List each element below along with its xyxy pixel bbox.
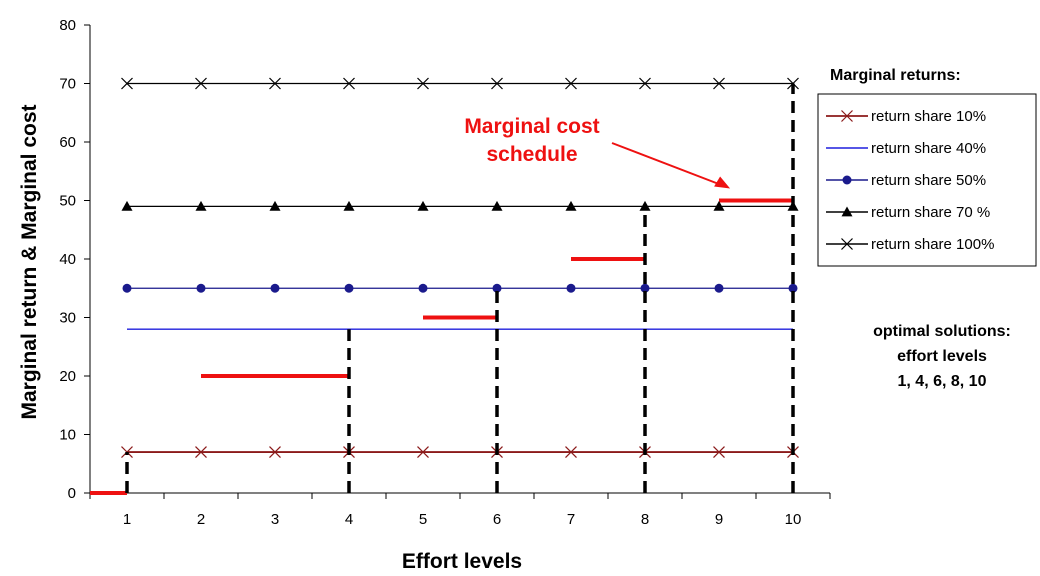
y-tick-label: 0 xyxy=(68,485,76,502)
cost-schedule-annotation: schedule xyxy=(486,143,577,166)
y-tick-label: 70 xyxy=(59,76,76,93)
data-point xyxy=(714,283,724,293)
y-tick-label: 50 xyxy=(59,193,76,210)
legend-title: Marginal returns: xyxy=(830,67,961,84)
legend-label: return share 40% xyxy=(871,140,986,157)
y-axis-title: Marginal return & Marginal cost xyxy=(18,104,41,419)
data-point xyxy=(417,446,429,458)
data-point xyxy=(713,200,725,211)
legend-label: return share 70 % xyxy=(871,204,990,221)
cost-schedule-annotation: Marginal cost xyxy=(464,115,599,138)
y-tick-label: 20 xyxy=(59,368,76,385)
data-point xyxy=(344,283,354,293)
legend-marker xyxy=(841,206,853,217)
legend-label: return share 100% xyxy=(871,236,994,253)
y-tick-label: 60 xyxy=(59,134,76,151)
arrowhead-icon xyxy=(714,176,731,189)
legend-marker xyxy=(841,238,853,250)
legend-item: return share 70 % xyxy=(826,204,990,221)
data-point xyxy=(121,200,133,211)
data-point xyxy=(418,283,428,293)
data-point xyxy=(713,77,725,90)
x-tick-label: 1 xyxy=(123,511,131,528)
x-tick-label: 3 xyxy=(271,511,279,528)
data-point xyxy=(566,283,576,293)
data-point xyxy=(343,77,355,90)
legend-item: return share 100% xyxy=(826,236,994,253)
data-point xyxy=(491,77,503,90)
legend-label: return share 10% xyxy=(871,108,986,125)
optimal-solutions-note: 1, 4, 6, 8, 10 xyxy=(898,373,987,390)
optimal-solutions-note: optimal solutions: xyxy=(873,323,1011,340)
x-tick-label: 10 xyxy=(785,511,802,528)
y-tick-label: 40 xyxy=(59,251,76,268)
annotation-arrow xyxy=(611,142,721,186)
data-point xyxy=(491,200,503,211)
data-point xyxy=(269,446,281,458)
data-point xyxy=(270,283,280,293)
legend-item: return share 50% xyxy=(826,172,986,189)
x-tick-label: 7 xyxy=(567,511,575,528)
data-point xyxy=(121,77,133,90)
data-point xyxy=(492,283,502,293)
data-point xyxy=(343,200,355,211)
data-point xyxy=(639,77,651,90)
x-tick-label: 5 xyxy=(419,511,427,528)
data-point xyxy=(195,200,207,211)
x-tick-label: 6 xyxy=(493,511,501,528)
legend-label: return share 50% xyxy=(871,172,986,189)
data-point xyxy=(196,283,206,293)
data-point xyxy=(269,77,281,90)
y-tick-label: 10 xyxy=(59,427,76,444)
data-point xyxy=(417,200,429,211)
x-tick-label: 9 xyxy=(715,511,723,528)
data-point xyxy=(640,283,650,293)
legend-marker xyxy=(841,110,853,122)
data-point xyxy=(565,446,577,458)
data-point xyxy=(195,77,207,90)
data-point xyxy=(639,200,651,211)
data-point xyxy=(195,446,207,458)
data-point xyxy=(788,283,798,293)
x-tick-label: 2 xyxy=(197,511,205,528)
data-point xyxy=(269,200,281,211)
x-tick-label: 4 xyxy=(345,511,353,528)
data-point xyxy=(713,446,725,458)
y-tick-label: 80 xyxy=(59,17,76,34)
data-point xyxy=(122,283,132,293)
optimal-solutions-note: effort levels xyxy=(897,348,987,365)
data-point xyxy=(565,77,577,90)
data-point xyxy=(417,77,429,90)
legend-item: return share 10% xyxy=(826,108,986,125)
x-tick-label: 8 xyxy=(641,511,649,528)
data-point xyxy=(565,200,577,211)
legend-marker xyxy=(842,175,852,185)
legend-item: return share 40% xyxy=(826,140,986,157)
y-tick-label: 30 xyxy=(59,310,76,327)
x-axis-title: Effort levels xyxy=(402,550,522,573)
